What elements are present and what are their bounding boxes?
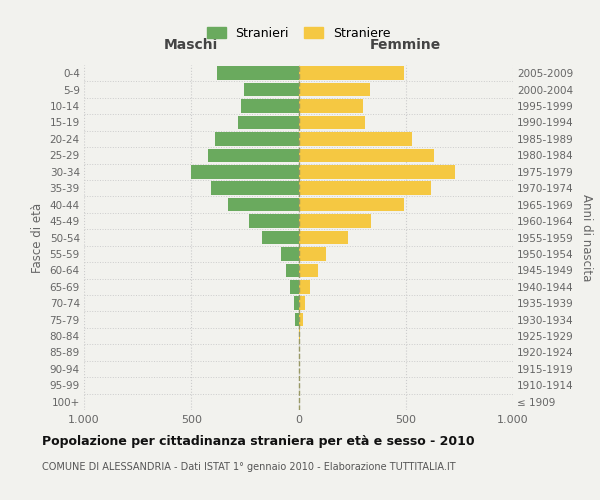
Legend: Stranieri, Straniere: Stranieri, Straniere xyxy=(203,23,394,44)
Bar xyxy=(299,264,318,277)
Bar xyxy=(299,313,303,326)
Bar xyxy=(299,280,310,293)
Bar xyxy=(299,66,404,80)
Bar xyxy=(244,83,299,96)
Y-axis label: Anni di nascita: Anni di nascita xyxy=(580,194,593,281)
Y-axis label: Fasce di età: Fasce di età xyxy=(31,202,44,272)
Bar xyxy=(262,231,299,244)
Bar xyxy=(299,231,348,244)
Text: Femmine: Femmine xyxy=(370,38,442,52)
Bar xyxy=(211,182,299,195)
Bar xyxy=(249,214,299,228)
Bar xyxy=(299,83,370,96)
Bar xyxy=(299,296,305,310)
Bar xyxy=(208,148,299,162)
Bar xyxy=(228,198,299,211)
Bar xyxy=(299,198,404,211)
Bar xyxy=(286,264,299,277)
Bar xyxy=(281,247,299,260)
Bar xyxy=(238,116,299,129)
Bar xyxy=(215,132,299,145)
Bar xyxy=(241,100,299,113)
Bar xyxy=(290,280,299,293)
Bar xyxy=(299,182,431,195)
Bar xyxy=(299,247,326,260)
Bar xyxy=(299,116,365,129)
Bar xyxy=(295,313,299,326)
Bar xyxy=(299,148,434,162)
Text: Popolazione per cittadinanza straniera per età e sesso - 2010: Popolazione per cittadinanza straniera p… xyxy=(42,435,475,448)
Bar xyxy=(294,296,299,310)
Bar xyxy=(299,100,363,113)
Text: Maschi: Maschi xyxy=(164,38,218,52)
Bar xyxy=(299,165,455,178)
Bar xyxy=(299,132,412,145)
Bar xyxy=(191,165,299,178)
Bar xyxy=(299,214,371,228)
Bar xyxy=(217,66,299,80)
Text: COMUNE DI ALESSANDRIA - Dati ISTAT 1° gennaio 2010 - Elaborazione TUTTITALIA.IT: COMUNE DI ALESSANDRIA - Dati ISTAT 1° ge… xyxy=(42,462,455,472)
